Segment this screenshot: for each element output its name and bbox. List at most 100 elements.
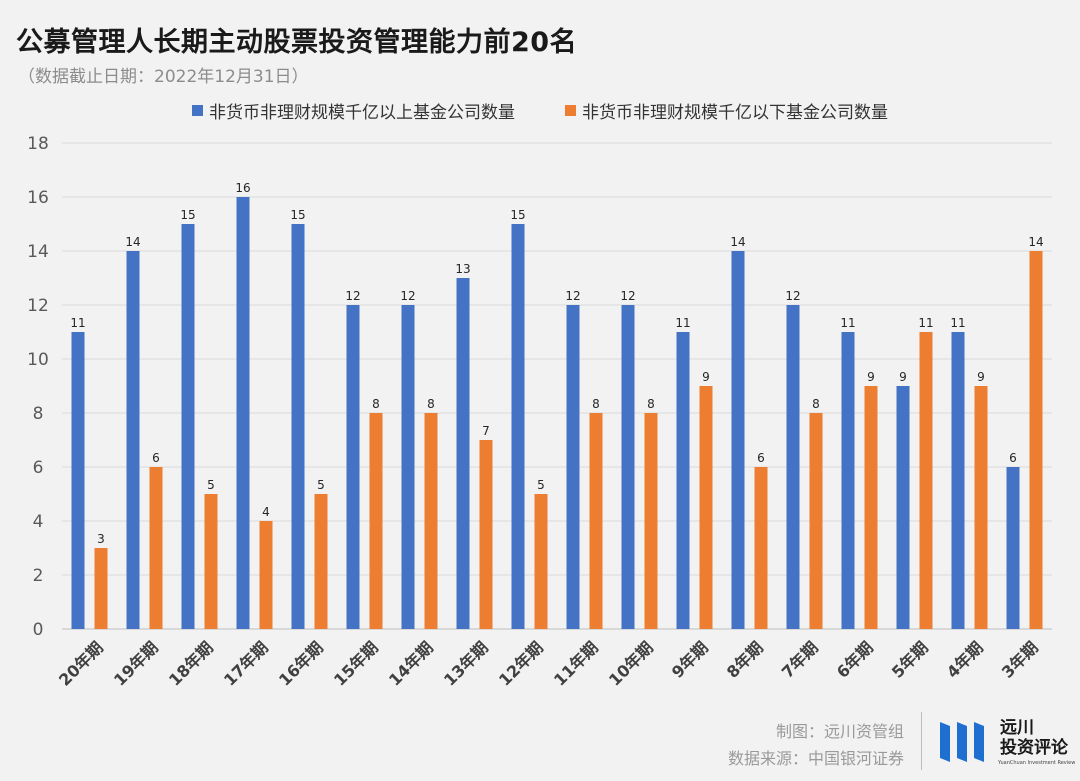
legend-label-above: 非货币非理财规模千亿以上基金公司数量	[209, 103, 515, 123]
bar-above	[566, 305, 580, 629]
data-label-below: 9	[867, 370, 875, 384]
x-tick-label: 15年期	[330, 638, 382, 690]
data-label-above: 12	[620, 289, 635, 303]
bar-above	[346, 305, 360, 629]
y-tick-label: 14	[27, 242, 49, 262]
bar-chart: 0 2 4 6 8 10 12 14 16 18 11 3 20年期 14 6 19年期 15 5 18年期 16 4 1…	[27, 134, 1052, 690]
bar-below	[864, 386, 878, 629]
x-tick-label: 8年期	[723, 638, 767, 682]
data-label-below: 9	[977, 370, 985, 384]
x-tick-label: 14年期	[385, 638, 437, 690]
data-label-above: 15	[290, 208, 305, 222]
data-label-above: 12	[565, 289, 580, 303]
bar-below	[424, 413, 438, 629]
legend-swatch-below	[565, 105, 576, 116]
data-label-below: 7	[482, 424, 490, 438]
x-tick-label: 19年期	[110, 638, 162, 690]
data-label-above: 16	[235, 181, 250, 195]
legend-swatch-above	[192, 105, 203, 116]
bar-above	[786, 305, 800, 629]
x-tick-label: 10年期	[605, 638, 657, 690]
bar-above	[181, 224, 195, 629]
bar-above	[1006, 467, 1020, 629]
data-label-below: 6	[152, 451, 160, 465]
x-tick-label: 3年期	[998, 638, 1042, 682]
data-label-above: 14	[730, 235, 745, 249]
data-label-above: 11	[840, 316, 855, 330]
bar-below	[919, 332, 933, 629]
y-tick-label: 0	[33, 620, 44, 640]
bar-above	[401, 305, 415, 629]
data-label-above: 14	[125, 235, 140, 249]
bar-below	[644, 413, 658, 629]
data-label-below: 6	[757, 451, 765, 465]
bar-below	[534, 494, 548, 629]
data-label-below: 14	[1028, 235, 1043, 249]
bar-above	[951, 332, 965, 629]
data-label-below: 5	[537, 478, 545, 492]
x-tick-label: 13年期	[440, 638, 492, 690]
x-tick-label: 4年期	[943, 638, 987, 682]
data-label-above: 12	[785, 289, 800, 303]
data-label-below: 9	[702, 370, 710, 384]
brand-name: 远川 投资评论	[1000, 718, 1068, 758]
x-tick-label: 9年期	[668, 638, 712, 682]
footer-maker: 制图：远川资管组	[775, 722, 904, 741]
x-tick-label: 11年期	[550, 638, 602, 690]
brand-name-en: YuanChuan Investment Review	[998, 760, 1076, 766]
legend-label-below: 非货币非理财规模千亿以下基金公司数量	[582, 103, 888, 123]
bar-below	[479, 440, 493, 629]
y-tick-label: 10	[27, 350, 49, 370]
bar-above	[731, 251, 745, 629]
footer-divider	[921, 712, 922, 770]
data-label-below: 4	[262, 505, 270, 519]
bar-below	[1029, 251, 1043, 629]
legend-item-below: 非货币非理财规模千亿以下基金公司数量	[565, 98, 888, 123]
x-tick-label: 17年期	[220, 638, 272, 690]
bar-above	[621, 305, 635, 629]
data-label-above: 15	[180, 208, 195, 222]
bar-below	[699, 386, 713, 629]
data-label-above: 11	[950, 316, 965, 330]
bar-below	[974, 386, 988, 629]
data-label-above: 6	[1009, 451, 1017, 465]
data-label-below: 5	[317, 478, 325, 492]
data-label-below: 5	[207, 478, 215, 492]
data-label-below: 8	[372, 397, 380, 411]
x-tick-label: 20年期	[55, 638, 107, 690]
bar-above	[291, 224, 305, 629]
data-label-below: 8	[427, 397, 435, 411]
x-tick-label: 6年期	[833, 638, 877, 682]
bar-below	[314, 494, 328, 629]
y-tick-label: 6	[33, 458, 44, 478]
x-tick-label: 18年期	[165, 638, 217, 690]
x-tick-label: 5年期	[888, 638, 932, 682]
data-label-above: 12	[400, 289, 415, 303]
bar-above	[896, 386, 910, 629]
bar-below	[259, 521, 273, 629]
data-label-above: 12	[345, 289, 360, 303]
bar-above	[456, 278, 470, 629]
bar-above	[841, 332, 855, 629]
x-tick-label: 16年期	[275, 638, 327, 690]
y-tick-label: 16	[27, 188, 49, 208]
data-label-below: 8	[647, 397, 655, 411]
chart-title: 公募管理人长期主动股票投资管理能力前20名	[16, 27, 578, 58]
y-tick-label: 18	[27, 134, 49, 154]
data-label-below: 11	[918, 316, 933, 330]
bar-below	[754, 467, 768, 629]
bar-above	[676, 332, 690, 629]
data-label-below: 3	[97, 532, 105, 546]
y-tick-label: 12	[27, 296, 49, 316]
bar-below	[809, 413, 823, 629]
bar-above	[236, 197, 250, 629]
bar-below	[589, 413, 603, 629]
data-label-above: 15	[510, 208, 525, 222]
brand-name-line2: 投资评论	[1000, 738, 1068, 758]
bar-below	[94, 548, 108, 629]
legend: 非货币非理财规模千亿以上基金公司数量 非货币非理财规模千亿以下基金公司数量	[0, 98, 1080, 123]
y-tick-label: 8	[33, 404, 44, 424]
bar-below	[369, 413, 383, 629]
chart-subtitle: （数据截止日期：2022年12月31日）	[18, 67, 309, 87]
legend-item-above: 非货币非理财规模千亿以上基金公司数量	[192, 98, 515, 123]
